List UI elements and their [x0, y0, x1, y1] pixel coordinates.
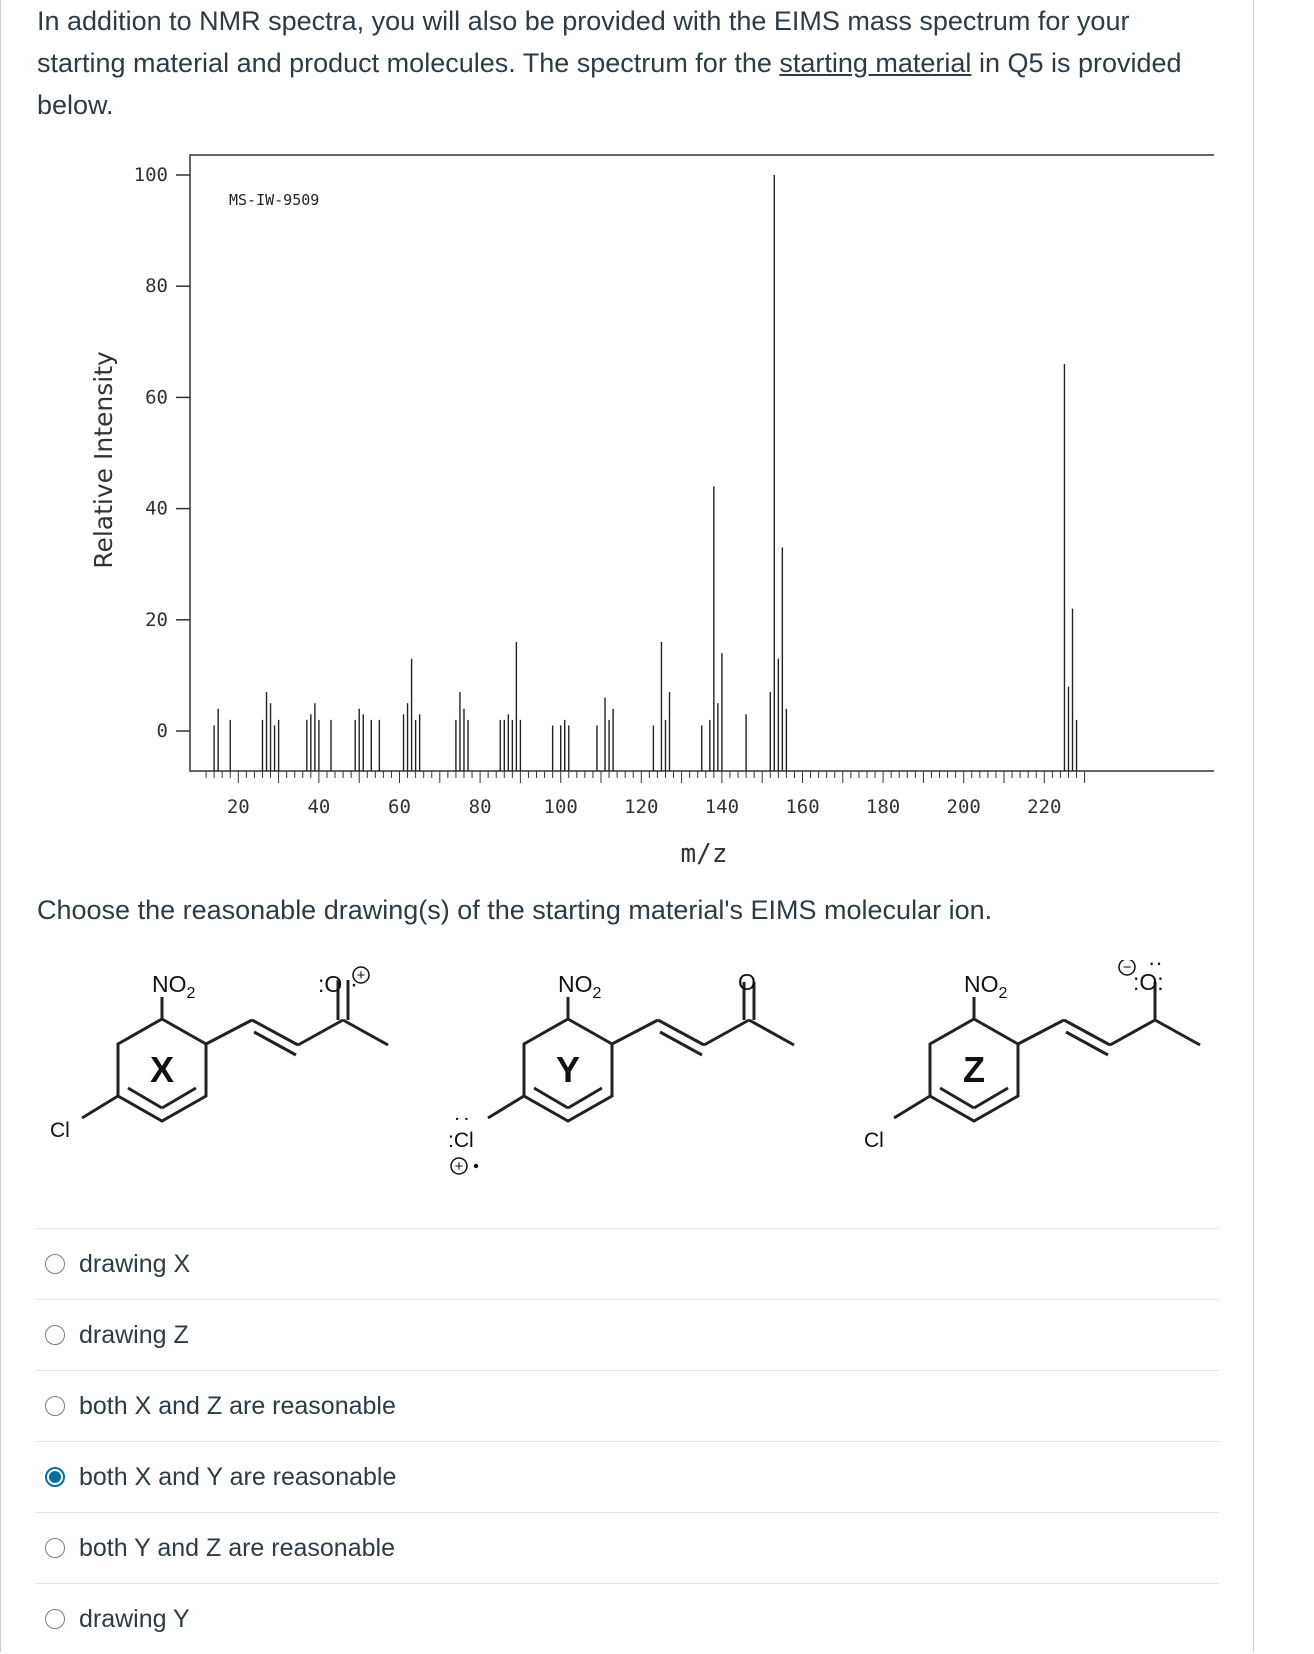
chart-title: MS-IW-9509 — [229, 191, 319, 209]
radio-button[interactable] — [45, 1609, 65, 1629]
x-tick-label: 140 — [705, 796, 739, 818]
z-no2: NO2 — [964, 971, 1008, 1002]
intro-part2: in Q5 is provided below. — [37, 48, 1182, 120]
x-tick-label: 160 — [785, 796, 819, 818]
y-oxygen: O — [738, 969, 756, 995]
radio-button-selected[interactable] — [45, 1467, 65, 1487]
x-tick-label: 200 — [947, 796, 981, 818]
x-oxygen: :O — [318, 971, 342, 997]
right-border — [1253, 0, 1254, 1652]
x-tick-label: 80 — [469, 796, 492, 818]
y-no2: NO2 — [558, 971, 602, 1002]
z-cl: Cl — [864, 1129, 884, 1152]
answer-option[interactable]: drawing Y — [36, 1583, 1219, 1654]
answer-options: drawing X drawing Z both X and Z are reaso… — [36, 1228, 1219, 1654]
answer-option[interactable]: both X and Z are reasonable — [36, 1370, 1219, 1441]
y-tick-label: 100 — [134, 164, 168, 186]
radio-selected-dot — [49, 1471, 61, 1483]
answer-option[interactable]: both X and Y are reasonable — [36, 1441, 1219, 1512]
y-tick-label: 0 — [157, 720, 168, 742]
y-letter: Y — [556, 1049, 580, 1090]
structure-drawings: X NO2 Cl :O · + Y NO2 O :Cl : + — [50, 960, 1201, 1175]
x-tick-label: 180 — [866, 796, 900, 818]
y-tick-label: 20 — [145, 609, 168, 631]
y-radical-dot — [473, 1163, 479, 1169]
y-plus-charge — [450, 1157, 468, 1175]
x-tick-label: 40 — [307, 796, 330, 818]
structure-x — [81, 980, 389, 1123]
x-oxygen-dot: · — [350, 971, 358, 998]
z-minus-sign: − — [1123, 960, 1132, 976]
x-tick-label: 20 — [227, 796, 250, 818]
answer-option[interactable]: drawing X — [36, 1228, 1219, 1299]
radio-button[interactable] — [45, 1396, 65, 1416]
answer-label[interactable]: both X and Y are reasonable — [79, 1462, 397, 1491]
x-tick-label: 100 — [544, 796, 578, 818]
x-cl: Cl — [50, 1119, 70, 1142]
mass-spectrum-chart: MS-IW-9509 Relative Intensity m/z 0 20 40 6… — [89, 154, 1214, 869]
x-axis-label: m/z — [681, 839, 728, 869]
intro-underlined: starting material — [779, 48, 972, 78]
left-border — [0, 0, 1, 1652]
radio-button[interactable] — [45, 1538, 65, 1558]
x-tick-label: 120 — [624, 796, 658, 818]
answer-option[interactable]: drawing Z — [36, 1299, 1219, 1370]
radio-button[interactable] — [45, 1254, 65, 1274]
y-cl: :Cl — [448, 1129, 474, 1152]
y-tick-label: 60 — [145, 386, 168, 408]
structure-y — [487, 982, 795, 1123]
x-letter: X — [150, 1049, 174, 1090]
z-minus-charge — [1118, 960, 1136, 976]
z-letter: Z — [963, 1049, 985, 1090]
intro-text: In addition to NMR spectra, you will als… — [37, 0, 1207, 126]
y-cl-dots: : — [451, 1116, 474, 1122]
y-plus-sign: + — [455, 1158, 464, 1175]
answer-label[interactable]: drawing X — [79, 1249, 191, 1278]
x-plus-charge — [352, 966, 370, 984]
x-tick-label: 60 — [388, 796, 411, 818]
answer-label[interactable]: drawing Y — [79, 1604, 190, 1633]
intro-part1: In addition to NMR spectra, you will als… — [37, 6, 1130, 78]
x-tick-label: 220 — [1027, 796, 1061, 818]
y-axis-label: Relative Intensity — [89, 351, 118, 569]
answer-label[interactable]: both Y and Z are reasonable — [79, 1533, 395, 1562]
radio-button[interactable] — [45, 1325, 65, 1345]
x-plus-sign: + — [357, 967, 366, 984]
z-oxygen-dots: ·· — [1148, 960, 1163, 975]
question-text: Choose the reasonable drawing(s) of the … — [37, 895, 993, 925]
y-tick-label: 40 — [145, 498, 168, 520]
answer-label[interactable]: drawing Z — [79, 1320, 189, 1349]
y-tick-label: 80 — [145, 275, 168, 297]
plot-frame — [189, 154, 1214, 772]
answer-option[interactable]: both Y and Z are reasonable — [36, 1512, 1219, 1583]
z-oxygen: :O: — [1133, 969, 1164, 995]
structure-z — [893, 982, 1201, 1123]
x-no2: NO2 — [152, 971, 196, 1002]
answer-label[interactable]: both X and Z are reasonable — [79, 1391, 396, 1420]
